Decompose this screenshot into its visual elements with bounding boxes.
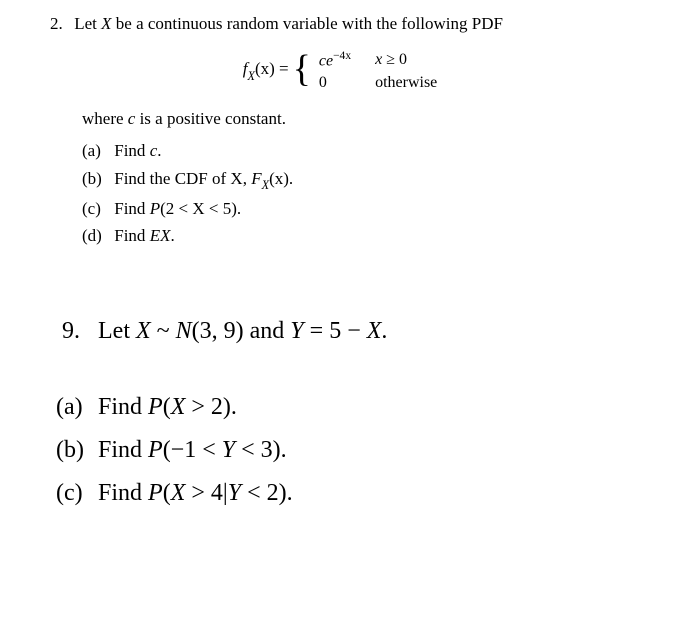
p9-b-post: . [281,437,287,463]
eq-lhs-arg: (x) = [255,59,289,78]
where-post: is a positive constant. [135,109,286,128]
part-b-label: (b) [82,167,110,192]
p9-b-var: Y [222,437,235,463]
p9-a-P: P [148,394,163,420]
p9-c-post: . [287,480,293,506]
part-a-post: . [157,141,161,160]
problem-9-number: 9. [62,318,80,344]
p9-b-pre: Find [98,437,148,463]
problem-2-part-c: (c) Find P(2 < X < 5). [82,197,650,222]
problem-9-parts: (a) Find P(X > 2). (b) Find P(−1 < Y < 3… [56,389,650,513]
p9-a-open: ( [163,394,171,420]
p9-dist: ~ [151,318,176,344]
case2-expr: 0 [315,73,369,93]
part-c-body: (2 < X < 5) [160,199,237,218]
problem-2-where: where c is a positive constant. [82,109,650,129]
p9-c-rest: < 2) [241,480,287,506]
p9-pre: Let [98,318,136,344]
problem-9-part-b: (b) Find P(−1 < Y < 3). [56,432,650,469]
problem-9-intro: 9. Let X ~ N(3, 9) and Y = 5 − X. [62,313,650,349]
eq-lhs-sub: X [247,69,254,83]
problem-2-part-b: (b) Find the CDF of X, FX(x). [82,167,650,194]
case1-exp: −4x [333,50,351,62]
p9-a-pre: Find [98,394,148,420]
p9-Y: Y [290,318,303,344]
part-c-label: (c) [82,197,110,222]
case1-cond-rest: ≥ 0 [382,51,407,68]
brace-icon: { [293,50,311,88]
part-a-pre: Find [114,141,149,160]
where-pre: where [82,109,128,128]
problem-2-var: X [101,14,111,33]
case1-c: ce [319,52,333,69]
p9-post: . [381,318,387,344]
part-d-post: . [170,226,174,245]
part-a-label: (a) [82,139,110,164]
part-b-pre: Find the CDF of X, [114,169,251,188]
problem-2-part-d: (d) Find EX. [82,224,650,249]
problem-2-pre: Let [74,14,101,33]
part-b-post: . [289,169,293,188]
case2-cond: otherwise [371,73,455,93]
p9-a-label: (a) [56,389,92,426]
p9-a-var: X [171,394,186,420]
p9-eq: = 5 − [304,318,367,344]
problem-2-intro: 2. Let X be a continuous random variable… [50,12,650,37]
p9-c-label: (c) [56,475,92,512]
p9-c-pre: Find [98,480,148,506]
part-b-F: F [251,169,261,188]
part-c-P: P [150,199,160,218]
problem-2-parts: (a) Find c. (b) Find the CDF of X, FX(x)… [82,139,650,249]
p9-c-var2: Y [228,480,241,506]
p9-b-label: (b) [56,432,92,469]
p9-c-var1: X [171,480,186,506]
p9-b-open: (−1 < [163,437,222,463]
p9-x2: X [367,318,382,344]
p9-b-rest: < 3) [235,437,281,463]
part-c-pre: Find [114,199,149,218]
part-d-label: (d) [82,224,110,249]
p9-b-P: P [148,437,163,463]
p9-N: N [176,318,192,344]
problem-9-part-a: (a) Find P(X > 2). [56,389,650,426]
eq-cases: ce−4x x ≥ 0 0 otherwise [313,47,457,95]
p9-a-post: . [231,394,237,420]
problem-2-post: be a continuous random variable with the… [112,14,503,33]
p9-Nargs: (3, 9) and [192,318,291,344]
problem-2-part-a: (a) Find c. [82,139,650,164]
part-d-expr: EX [150,226,171,245]
p9-x: X [136,318,151,344]
p9-c-mid: > 4| [185,480,227,506]
part-b-arg: (x) [269,169,289,188]
p9-c-P: P [148,480,163,506]
p9-a-rest: > 2) [185,394,231,420]
part-d-pre: Find [114,226,149,245]
part-c-post: . [237,199,241,218]
problem-2-equation: fX(x) = { ce−4x x ≥ 0 0 otherwise [50,47,650,95]
part-b-sub: X [262,178,269,192]
problem-9-part-c: (c) Find P(X > 4|Y < 2). [56,475,650,512]
problem-2-number: 2. [50,12,70,37]
p9-c-open: ( [163,480,171,506]
